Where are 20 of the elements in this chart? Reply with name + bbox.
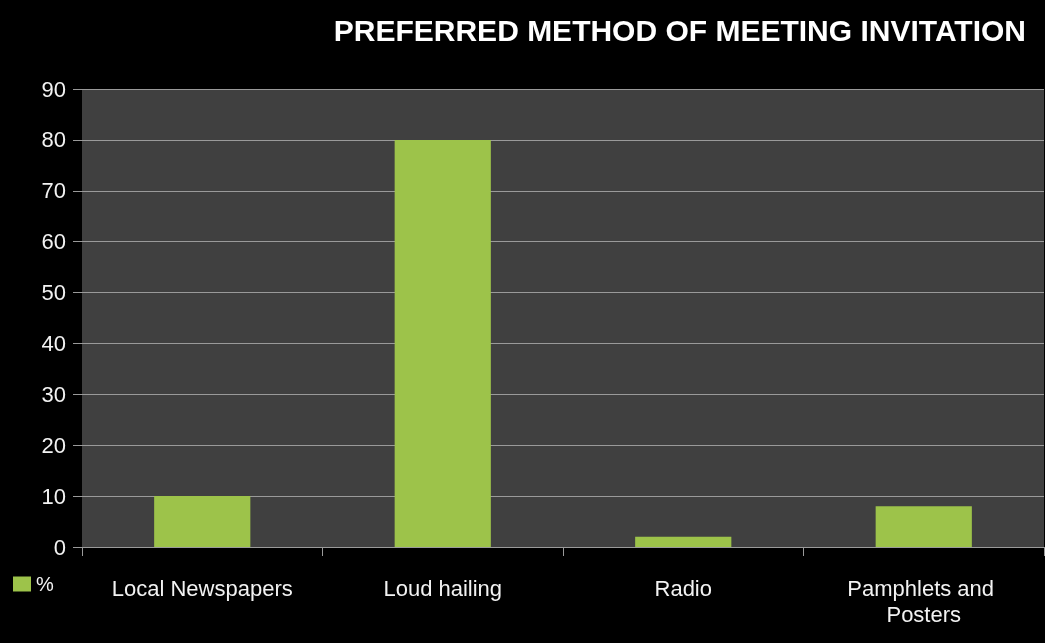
x-tick-label: Pamphlets and Posters — [847, 575, 1001, 627]
y-tick-label: 40 — [41, 330, 66, 356]
y-tick-label: 30 — [41, 381, 66, 407]
x-tick-label: Loud hailing — [383, 575, 503, 601]
y-tick-label: 10 — [41, 483, 66, 509]
y-tick-label: 60 — [41, 229, 66, 255]
bar — [635, 536, 732, 547]
x-tick-label: Radio — [654, 575, 712, 601]
x-tick-label: Local Newspapers — [111, 575, 293, 601]
y-tick-label: 90 — [41, 76, 66, 102]
y-tick-label: 50 — [41, 280, 66, 306]
y-tick-label: 70 — [41, 178, 66, 204]
bar — [154, 496, 251, 547]
bar — [875, 506, 972, 547]
y-tick-label: 0 — [53, 534, 66, 560]
chart-title: PREFERRED METHOD OF MEETING INVITATION — [333, 13, 1027, 47]
y-tick-label: 20 — [41, 432, 66, 458]
legend-label: % — [36, 573, 54, 595]
y-tick-label: 80 — [41, 127, 66, 153]
bar — [394, 139, 491, 547]
